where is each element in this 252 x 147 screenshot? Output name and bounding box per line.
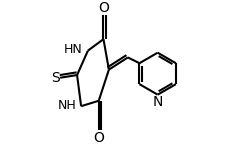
- Text: O: O: [98, 1, 109, 15]
- Text: HN: HN: [64, 43, 82, 56]
- Text: NH: NH: [57, 99, 76, 112]
- Text: N: N: [152, 95, 162, 109]
- Text: O: O: [93, 131, 104, 145]
- Text: S: S: [50, 71, 59, 85]
